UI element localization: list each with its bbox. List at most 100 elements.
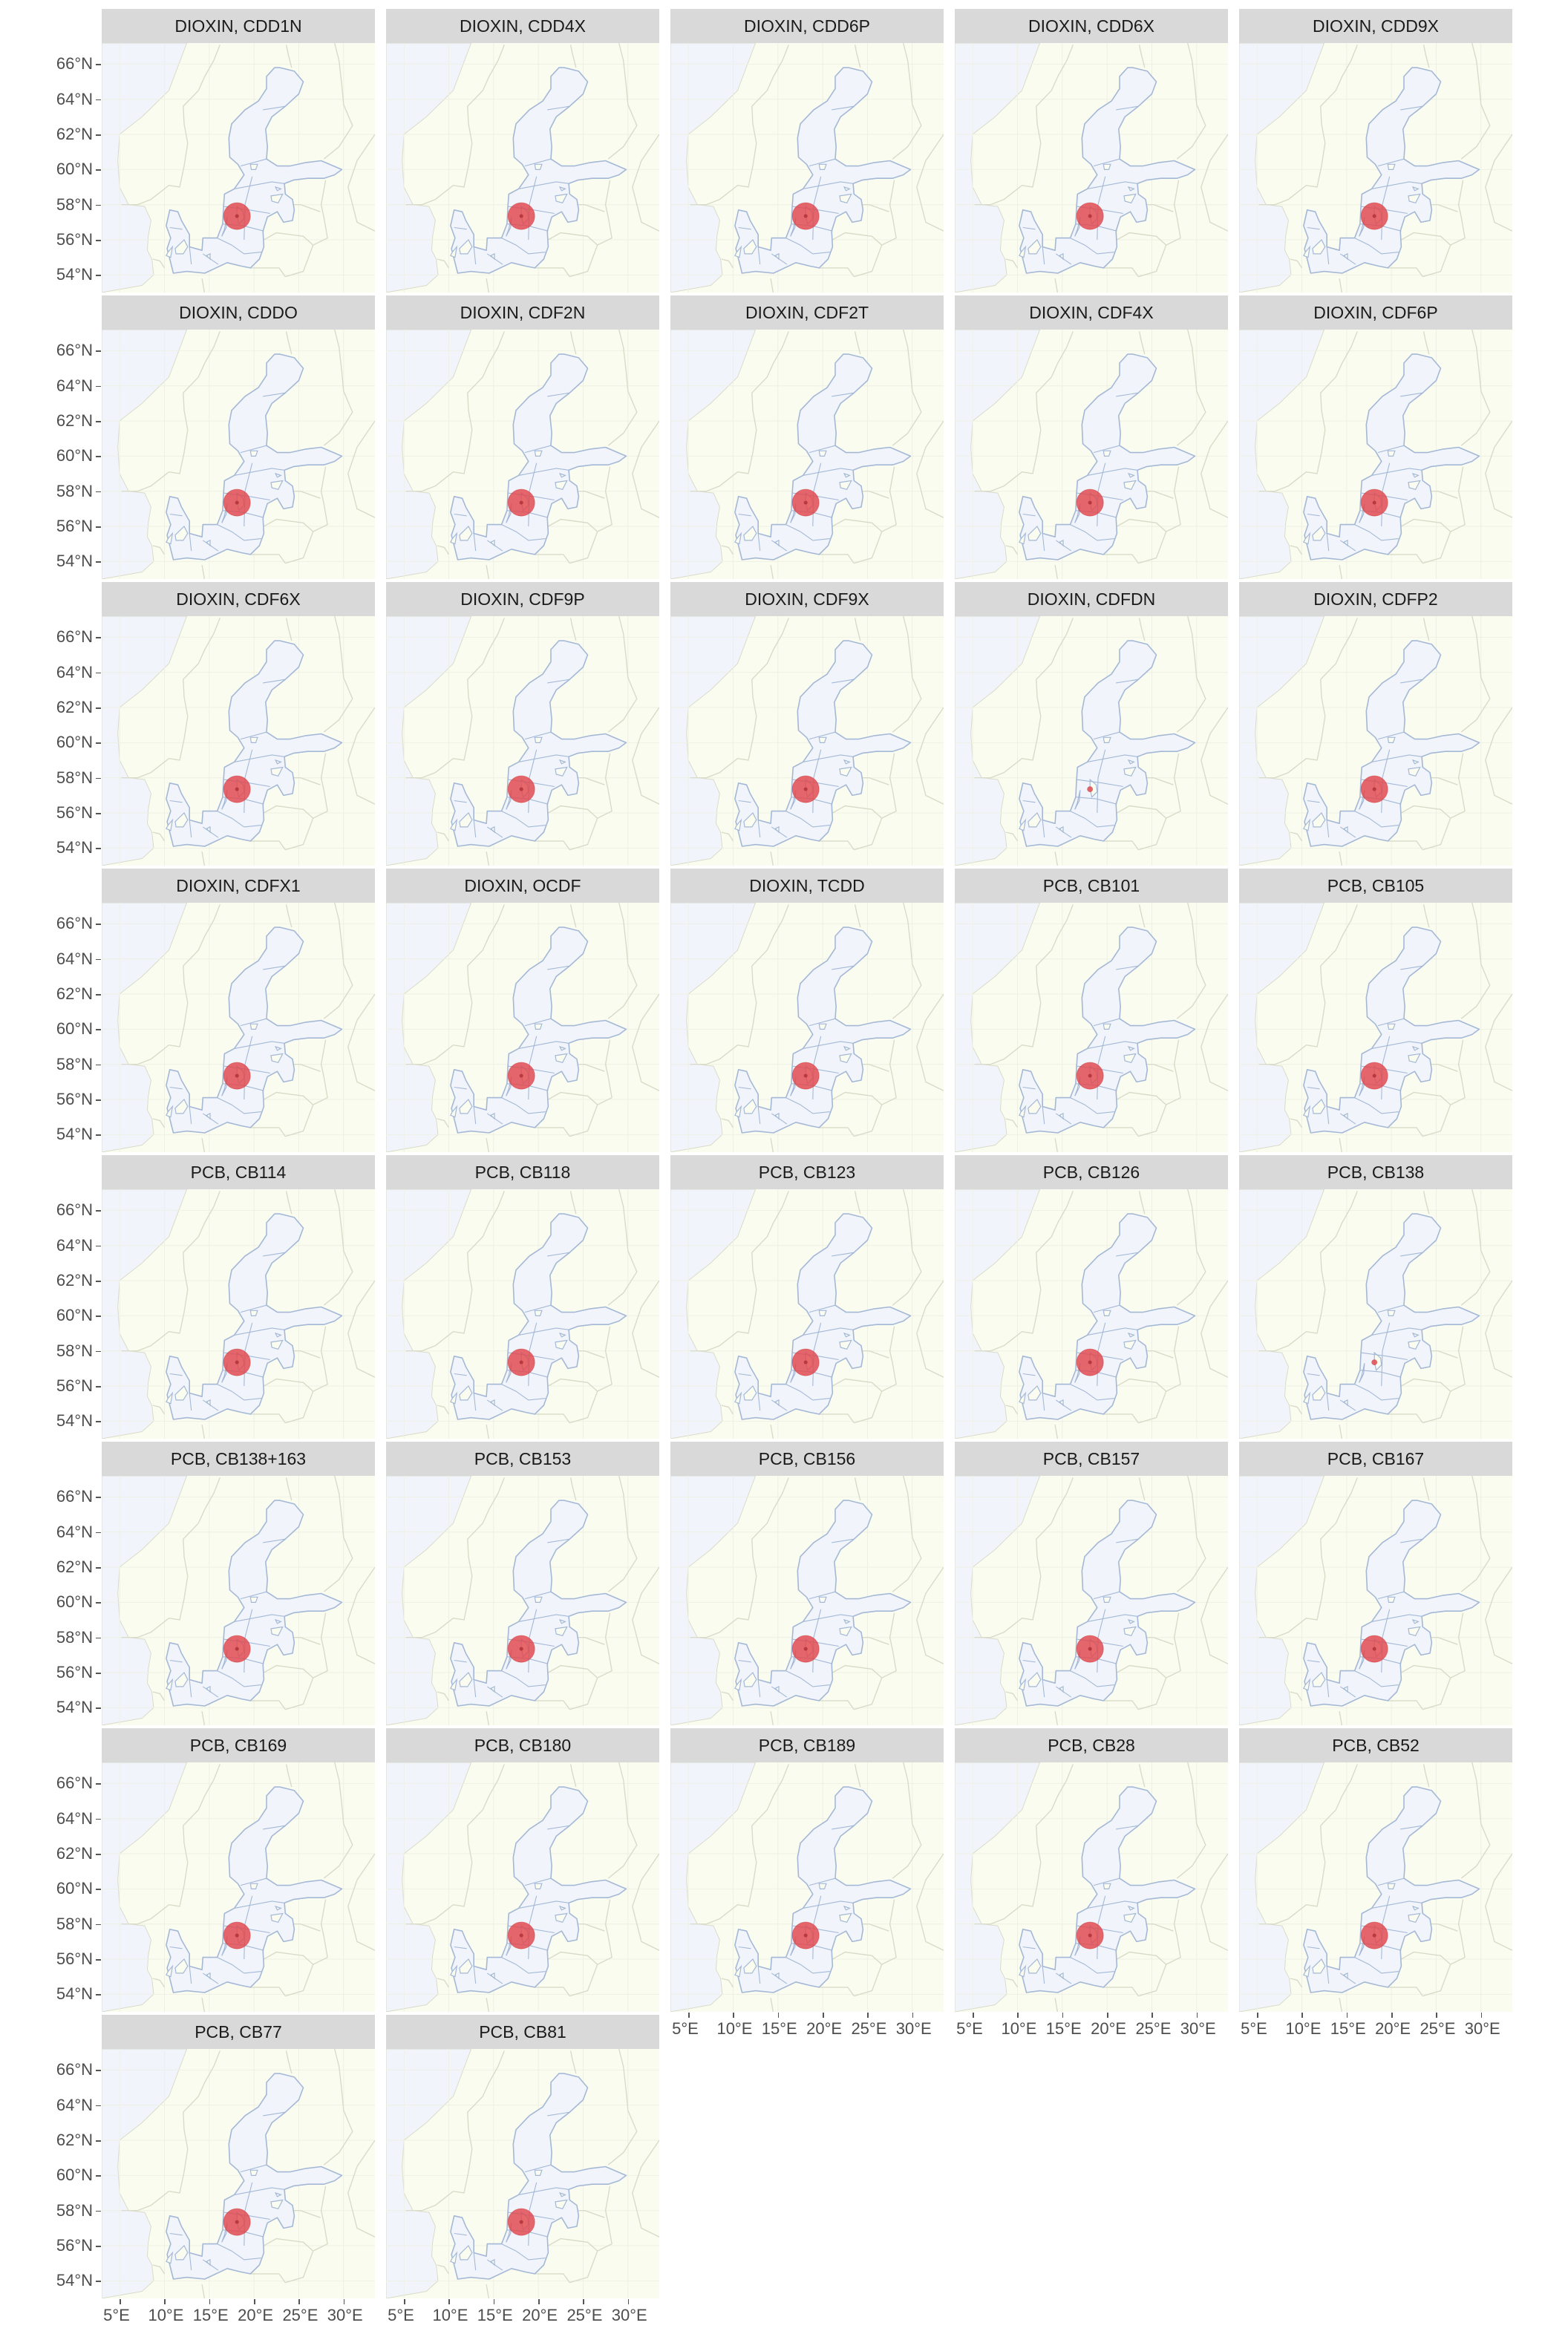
baltic-sea-outline	[166, 926, 343, 1134]
map-plot-area	[102, 903, 375, 1152]
island-outline	[1127, 1618, 1135, 1624]
sub-basin-boundary	[454, 1946, 467, 1949]
country-border	[974, 1764, 1074, 1925]
country-border	[819, 840, 855, 851]
map-plot-area	[1239, 1762, 1512, 2012]
facet-strip-label: PCB, CB52	[1239, 1728, 1512, 1762]
island-outline	[1312, 525, 1326, 541]
country-border	[1422, 1764, 1430, 1788]
country-border	[250, 1700, 286, 1710]
station-center-dot	[235, 1647, 239, 1651]
y-tick-mark	[96, 1923, 101, 1926]
baltic-sea-outline	[166, 1500, 343, 1707]
country-border	[607, 43, 638, 160]
sub-basin-boundary	[785, 238, 830, 255]
station-center-dot	[519, 214, 523, 218]
country-border	[1117, 1664, 1167, 1679]
island-outline	[1303, 1964, 1311, 1978]
country-border	[285, 1326, 328, 1424]
country-border	[121, 45, 220, 206]
island-outline	[1028, 1671, 1042, 1687]
sub-basin-boundary	[1361, 1352, 1408, 1361]
x-tick-label: 10°E	[1285, 2019, 1322, 2038]
facet-strip-label: DIOXIN, CDD6X	[955, 9, 1228, 43]
baltic-sea-outline	[450, 2073, 627, 2280]
sub-basin-boundary	[528, 463, 538, 527]
facet-strip-label: PCB, CB167	[1239, 1442, 1512, 1476]
country-border	[1258, 1477, 1358, 1638]
sub-basin-boundary	[244, 749, 253, 814]
map-plot-area	[670, 330, 944, 579]
facet-strip-label: PCB, CB153	[386, 1442, 659, 1476]
y-tick-label: 62°N	[56, 125, 93, 144]
x-tick-label: 25°E	[851, 2019, 887, 2038]
y-tick-mark	[96, 1386, 101, 1388]
island-outline	[534, 1883, 543, 1889]
country-border	[1005, 1118, 1019, 1128]
y-tick-mark	[96, 2105, 101, 2107]
country-border	[819, 1413, 855, 1424]
baltic-map	[670, 903, 944, 1152]
island-outline	[558, 1045, 566, 1051]
facet-strip-label: PCB, CB28	[955, 1728, 1228, 1762]
country-border	[607, 903, 638, 1019]
y-tick-label: 56°N	[56, 1663, 93, 1681]
island-outline	[270, 1912, 284, 1923]
country-border	[1200, 993, 1228, 1091]
baltic-map	[1239, 1762, 1512, 2012]
sub-basin-boundary	[1097, 1322, 1106, 1387]
country-border	[1339, 851, 1343, 866]
sub-basin-boundary	[1339, 1113, 1356, 1125]
country-border	[250, 267, 286, 278]
country-border	[1460, 1762, 1491, 1879]
country-border	[721, 258, 734, 269]
island-outline	[249, 1883, 258, 1889]
country-border	[437, 1118, 450, 1128]
island-outline	[249, 1596, 258, 1603]
sub-basin-boundary	[524, 1591, 552, 1600]
sub-basin-boundary	[202, 1113, 219, 1125]
x-tick-label: 25°E	[566, 2306, 603, 2324]
country-border	[569, 45, 577, 68]
sub-basin-boundary	[738, 800, 751, 803]
island-outline	[734, 1964, 742, 1978]
sub-basin-boundary	[1326, 533, 1330, 552]
sub-basin-boundary	[1097, 1895, 1106, 1960]
island-outline	[1028, 238, 1042, 255]
country-border	[285, 753, 328, 851]
country-border	[569, 904, 577, 928]
island-outline	[1123, 1912, 1137, 1923]
x-tick-mark	[1196, 2013, 1198, 2018]
sub-basin-boundary	[1087, 468, 1138, 476]
country-border	[1103, 840, 1139, 851]
map-plot-area	[386, 1189, 659, 1439]
north-sea-water	[670, 1476, 757, 1725]
country-border	[1485, 420, 1512, 518]
island-outline	[459, 525, 473, 541]
island-outline	[1028, 1098, 1042, 1114]
map-plot-area	[386, 903, 659, 1152]
sub-basin-boundary	[1377, 1877, 1405, 1886]
island-outline	[1028, 811, 1042, 828]
island-outline	[558, 1332, 566, 1338]
sub-basin-boundary	[1381, 463, 1391, 527]
country-border	[437, 1405, 450, 1415]
island-outline	[166, 245, 174, 258]
station-center-dot	[1372, 1933, 1376, 1938]
facet-panel: DIOXIN, CDFP2	[1239, 582, 1512, 866]
baltic-map	[955, 1189, 1228, 1439]
country-border	[892, 1476, 922, 1592]
sub-basin-boundary	[454, 1659, 467, 1663]
country-border	[405, 904, 505, 1065]
island-outline	[843, 1332, 851, 1338]
baltic-sea-outline	[166, 1213, 343, 1420]
country-border	[1117, 805, 1167, 819]
country-border	[1290, 1978, 1303, 1988]
country-border	[892, 1189, 922, 1306]
sub-basin-boundary	[1326, 1393, 1330, 1411]
north-sea-water	[102, 616, 188, 866]
sub-basin-boundary	[524, 731, 552, 740]
island-outline	[1411, 1045, 1420, 1051]
country-border	[121, 1477, 220, 1638]
country-border	[770, 564, 774, 579]
